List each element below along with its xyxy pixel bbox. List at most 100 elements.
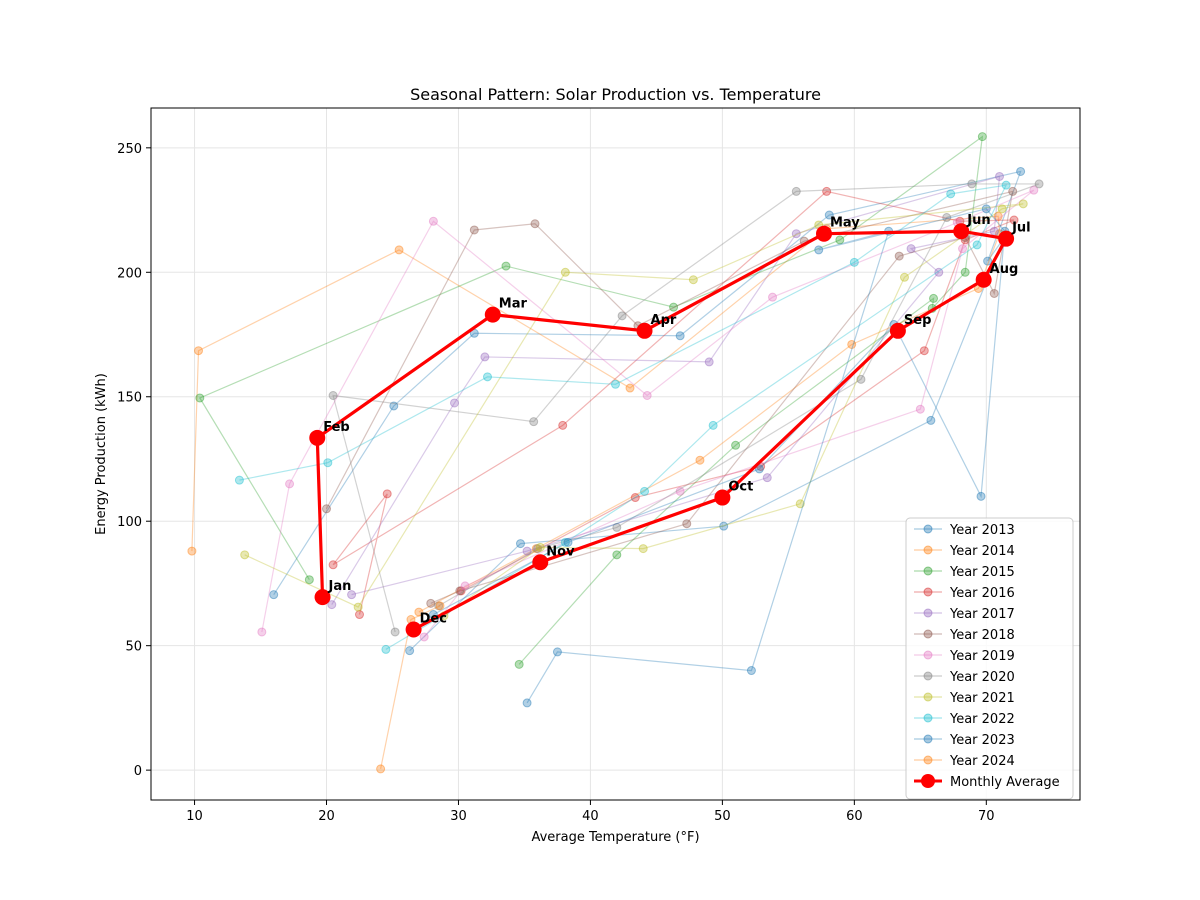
series-point: [669, 302, 679, 312]
month-label-feb: Feb: [323, 420, 349, 435]
axis-ticks: 10 20 30 40 50 60 70 0 50 100 150 200 250: [117, 142, 994, 824]
x-tick-label: 70: [978, 809, 995, 824]
series-point: [640, 486, 650, 496]
series-year-2017: [327, 171, 1005, 610]
x-tick-label: 60: [846, 809, 863, 824]
series-point: [983, 256, 993, 266]
series-point: [746, 666, 756, 676]
series-point: [976, 491, 986, 501]
series-point: [515, 539, 525, 549]
average-point-dec: [405, 621, 422, 638]
series-point: [552, 647, 562, 657]
legend-item: Year 2020: [914, 670, 1015, 685]
series-year-2015: [195, 132, 987, 669]
average-point-feb: [309, 429, 326, 446]
legend-label: Year 2016: [949, 586, 1015, 601]
series-point: [731, 440, 741, 450]
series-point: [434, 601, 444, 611]
series-point: [791, 186, 801, 196]
series-point: [1008, 186, 1018, 196]
series-point: [234, 475, 244, 485]
series-point: [558, 420, 568, 430]
series-point: [768, 292, 778, 302]
series-point: [405, 646, 415, 656]
legend-swatch-marker: [923, 713, 933, 723]
series-point: [328, 391, 338, 401]
average-line: [315, 229, 1008, 631]
series-point: [638, 544, 648, 554]
y-tick-label: 50: [125, 640, 142, 655]
legend-label: Year 2013: [949, 523, 1015, 538]
series-point: [322, 504, 332, 514]
series-point: [419, 632, 429, 642]
series-point: [328, 560, 338, 570]
series-point: [795, 499, 805, 509]
series-point: [304, 575, 314, 585]
legend-swatch-marker: [923, 524, 933, 534]
plot-frame: [150, 107, 1081, 801]
series-point: [972, 240, 982, 250]
series-point: [942, 213, 952, 223]
legend-item: Year 2015: [914, 565, 1015, 580]
series-point: [1016, 166, 1026, 176]
series-point: [946, 189, 956, 199]
series-point: [269, 590, 279, 600]
legend-label: Year 2018: [949, 628, 1015, 643]
legend-item: Year 2018: [914, 628, 1015, 643]
series-year-2022: [234, 180, 1011, 654]
legend-label: Year 2022: [949, 712, 1015, 727]
series-point: [754, 464, 764, 474]
y-tick-label: 150: [117, 391, 142, 406]
legend-swatch-marker: [923, 587, 933, 597]
series-point: [625, 383, 635, 393]
series-point: [824, 210, 834, 220]
legend-swatch-marker: [923, 566, 933, 576]
average-point-sep: [889, 322, 906, 339]
series-point: [480, 352, 490, 362]
legend-item: Year 2016: [914, 586, 1015, 601]
legend-label: Year 2021: [949, 691, 1015, 706]
y-tick-label: 0: [134, 764, 142, 779]
series-point: [708, 420, 718, 430]
series-point: [353, 602, 363, 612]
series-point: [915, 404, 925, 414]
legend-item: Monthly Average: [914, 774, 1060, 790]
series-point: [997, 204, 1007, 214]
legend-label: Year 2023: [949, 733, 1015, 748]
legend-item: Year 2022: [914, 712, 1015, 727]
series-line: [332, 190, 1015, 615]
month-label-jun: Jun: [966, 213, 990, 228]
series-point: [835, 235, 845, 245]
legend-swatch-marker: [923, 608, 933, 618]
average-point-jan: [314, 589, 331, 606]
series-point: [414, 607, 424, 617]
legend-swatch-marker: [923, 734, 933, 744]
series-point: [531, 544, 541, 554]
y-tick-label: 200: [117, 266, 142, 281]
series-point: [456, 586, 466, 596]
month-label-sep: Sep: [904, 313, 932, 328]
series-point: [1029, 185, 1039, 195]
series-point: [688, 275, 698, 285]
series-point: [704, 357, 714, 367]
series-point: [967, 179, 977, 189]
month-label-jul: Jul: [1011, 221, 1031, 236]
month-label-aug: Aug: [990, 262, 1019, 277]
series-point: [469, 225, 479, 235]
series-point: [611, 379, 620, 389]
legend-label: Year 2019: [949, 649, 1015, 664]
series-point: [856, 374, 866, 384]
series-point: [822, 186, 832, 196]
series-point: [514, 659, 524, 669]
series-point: [354, 610, 364, 620]
x-tick-label: 40: [582, 809, 599, 824]
series-line: [191, 215, 1001, 613]
series-point: [382, 489, 392, 499]
average-layer: Jan Feb Mar Apr May Jun Jul Aug Sep Oct Nov Dec: [309, 213, 1031, 638]
series-point: [989, 226, 999, 236]
series-point: [675, 331, 685, 341]
x-tick-label: 20: [318, 809, 335, 824]
series-point: [989, 288, 999, 298]
series-point: [958, 244, 968, 254]
